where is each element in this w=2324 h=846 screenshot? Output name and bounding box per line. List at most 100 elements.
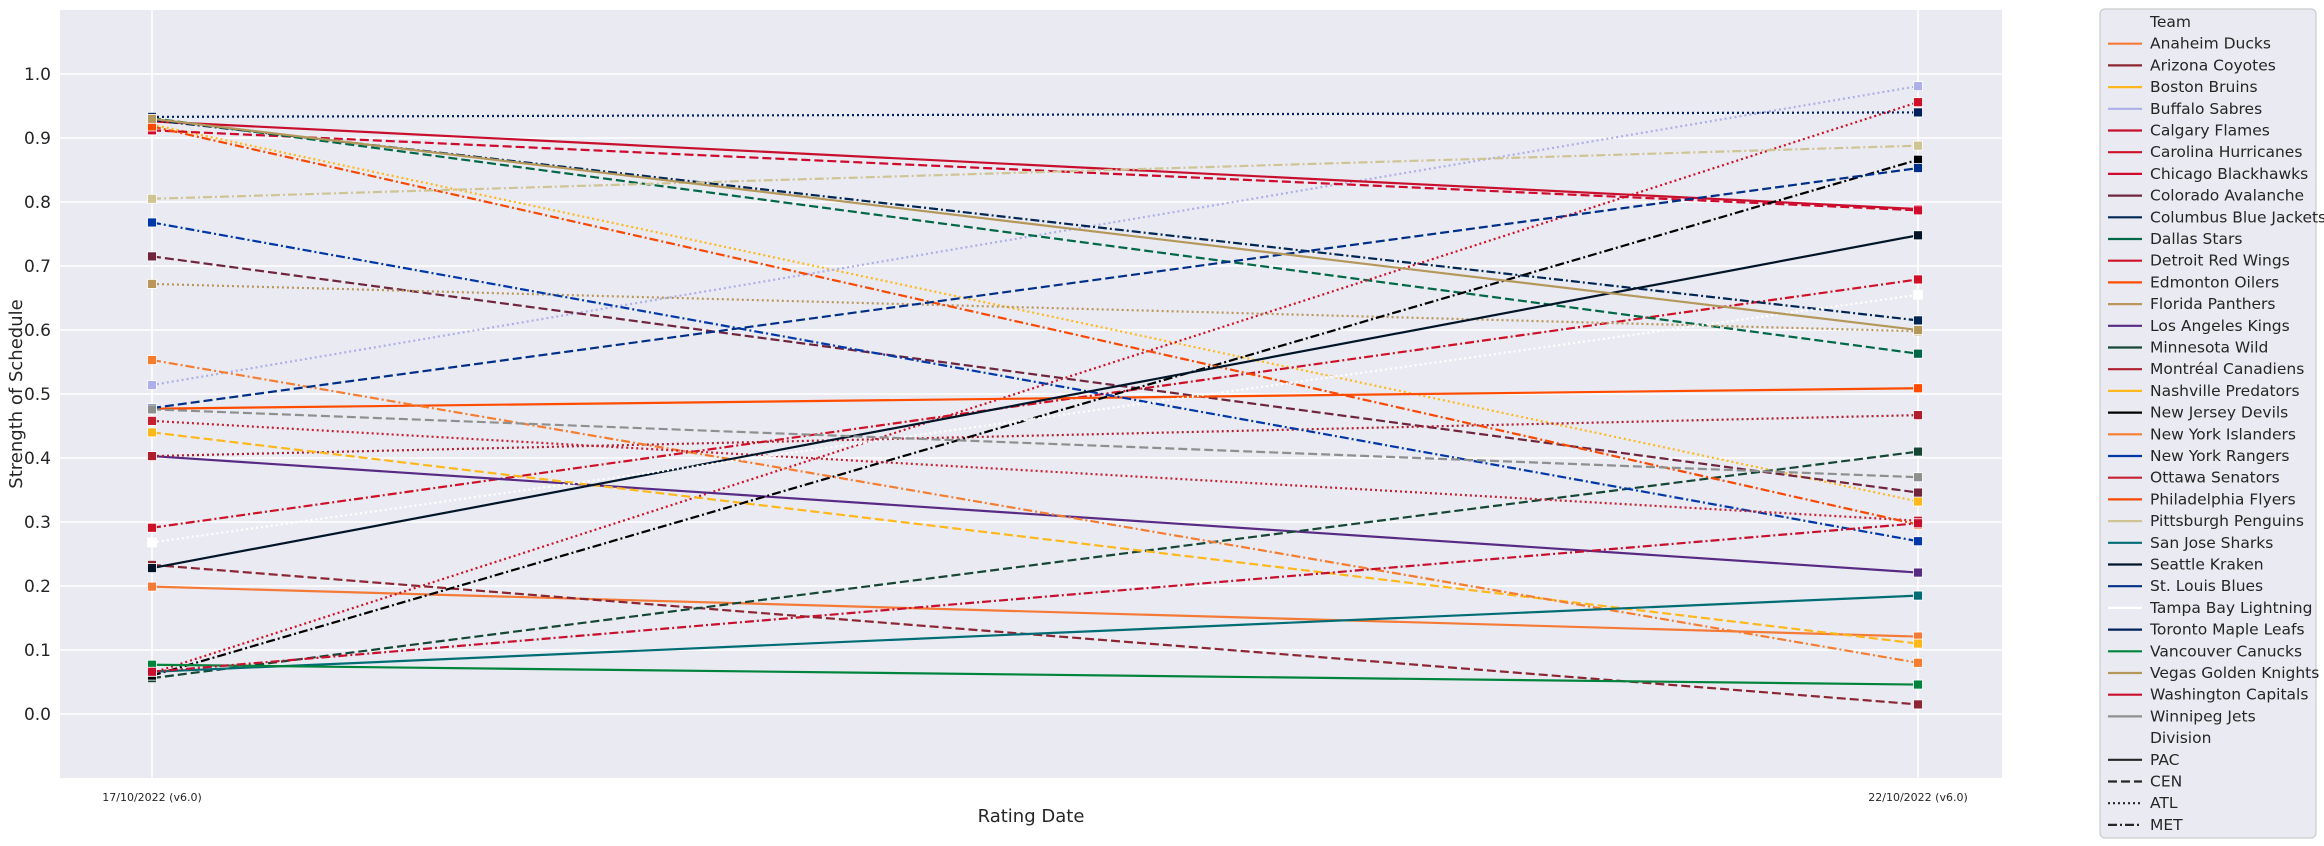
data-point bbox=[1913, 446, 1923, 457]
legend-entry-label: San Jose Sharks bbox=[2150, 534, 2273, 552]
series-line bbox=[151, 123, 1919, 503]
legend-entry-label: Toronto Maple Leafs bbox=[2149, 621, 2305, 639]
data-point bbox=[147, 380, 157, 390]
series-line bbox=[151, 450, 1919, 680]
series-line bbox=[151, 117, 1919, 332]
y-tick-label: 0.2 bbox=[24, 577, 51, 597]
legend-entry-label: Montréal Canadiens bbox=[2150, 360, 2304, 378]
legend-entry-label: New York Islanders bbox=[2150, 425, 2296, 443]
legend-division-label: CEN bbox=[2150, 773, 2182, 791]
series-line bbox=[151, 585, 1919, 638]
series-line bbox=[151, 522, 1919, 673]
data-point bbox=[1913, 163, 1923, 173]
data-point bbox=[1913, 325, 1923, 335]
legend-entry-label: Florida Panthers bbox=[2150, 295, 2276, 313]
data-point bbox=[1913, 567, 1923, 578]
legend-division-title: Division bbox=[2150, 729, 2211, 747]
legend-entry-label: Buffalo Sabres bbox=[2150, 100, 2262, 118]
series-line bbox=[151, 125, 1919, 526]
legend-division-label: MET bbox=[2150, 816, 2183, 834]
legend-entry-label: Minnesota Wild bbox=[2150, 339, 2268, 357]
series-line bbox=[151, 594, 1919, 673]
legend-entry-label: Nashville Predators bbox=[2150, 382, 2300, 400]
legend-box bbox=[2099, 8, 2317, 839]
series-line bbox=[151, 293, 1919, 544]
legend: Team Division Anaheim Ducks Arizona Coyot… bbox=[2099, 8, 2324, 839]
legend-entry-label: St. Louis Blues bbox=[2150, 577, 2263, 595]
data-point bbox=[147, 451, 157, 461]
legend-entry-label: Ottawa Senators bbox=[2150, 469, 2280, 487]
legend-entry-label: Dallas Stars bbox=[2150, 230, 2242, 248]
series-line bbox=[151, 111, 1919, 118]
series-line bbox=[151, 221, 1919, 543]
data-point bbox=[1913, 410, 1923, 421]
data-point bbox=[1913, 140, 1923, 151]
data-point bbox=[1913, 315, 1923, 326]
data-point bbox=[147, 279, 157, 289]
legend-entry-label: Seattle Kraken bbox=[2150, 556, 2264, 574]
series-line bbox=[151, 663, 1919, 686]
data-point bbox=[1913, 383, 1923, 394]
y-tick-label: 1.0 bbox=[24, 65, 51, 85]
legend-entry-label: Washington Capitals bbox=[2150, 686, 2308, 704]
series-line bbox=[151, 454, 1919, 574]
series-line bbox=[151, 234, 1919, 570]
data-point bbox=[147, 193, 157, 204]
data-point bbox=[1913, 590, 1923, 601]
data-point bbox=[147, 415, 157, 426]
gridlines bbox=[60, 10, 2002, 778]
y-tick-label: 0.1 bbox=[24, 641, 51, 661]
data-point bbox=[147, 581, 157, 592]
data-point bbox=[1913, 638, 1923, 649]
data-point bbox=[147, 113, 157, 124]
data-point bbox=[1913, 348, 1923, 359]
series-lines bbox=[151, 85, 1919, 706]
series-markers bbox=[147, 81, 1923, 710]
series-line bbox=[151, 255, 1919, 494]
y-tick-label: 0.0 bbox=[24, 705, 51, 725]
legend-entry-label: Chicago Blackhawks bbox=[2150, 165, 2308, 183]
legend-entry-label: Anaheim Ducks bbox=[2150, 35, 2271, 53]
legend-entry-label: Carolina Hurricanes bbox=[2150, 143, 2302, 161]
legend-entry-label: Winnipeg Jets bbox=[2150, 707, 2256, 725]
x-tick-label: 22/10/2022 (v6.0) bbox=[1868, 791, 1967, 804]
legend-entry-label: New Jersey Devils bbox=[2150, 404, 2288, 422]
data-point bbox=[1913, 496, 1923, 507]
y-tick-label: 0.3 bbox=[24, 513, 51, 533]
legend-entry-label: Boston Bruins bbox=[2150, 78, 2258, 96]
data-point bbox=[1913, 154, 1923, 165]
data-point bbox=[147, 666, 157, 677]
data-point bbox=[1913, 289, 1923, 300]
data-point bbox=[147, 537, 157, 548]
legend-entry-label: Colorado Avalanche bbox=[2150, 187, 2304, 205]
data-point bbox=[147, 427, 157, 438]
series-line bbox=[151, 117, 1919, 355]
legend-division-label: PAC bbox=[2150, 751, 2180, 769]
y-axis-ticks: 0.0 0.1 0.2 0.3 0.4 0.5 0.6 0.7 0.8 0.9 1.0 bbox=[24, 65, 51, 725]
y-axis-label: Strength of Schedule bbox=[6, 299, 27, 488]
legend-entry-label: Calgary Flames bbox=[2150, 122, 2270, 140]
legend-entry-label: Los Angeles Kings bbox=[2150, 317, 2290, 335]
y-tick-label: 0.9 bbox=[24, 129, 51, 149]
data-point bbox=[1913, 81, 1923, 92]
data-point bbox=[1913, 679, 1923, 690]
x-axis-label: Rating Date bbox=[978, 806, 1085, 827]
data-point bbox=[147, 563, 157, 573]
data-point bbox=[1913, 274, 1923, 285]
y-tick-label: 0.8 bbox=[24, 193, 51, 213]
data-point bbox=[1913, 205, 1923, 216]
data-point bbox=[147, 522, 157, 533]
legend-entry-label: Vancouver Canucks bbox=[2150, 642, 2302, 660]
legend-entry-label: Edmonton Oilers bbox=[2150, 273, 2279, 291]
series-line bbox=[151, 387, 1919, 410]
data-point bbox=[147, 404, 157, 415]
data-point bbox=[1913, 536, 1923, 547]
data-point bbox=[1913, 657, 1923, 668]
data-point bbox=[1913, 518, 1923, 529]
data-point bbox=[147, 355, 157, 365]
y-tick-label: 0.6 bbox=[24, 321, 51, 341]
series-line bbox=[151, 408, 1919, 479]
legend-entry-label: Arizona Coyotes bbox=[2150, 56, 2276, 74]
legend-entry-label: Vegas Golden Knights bbox=[2150, 664, 2319, 682]
